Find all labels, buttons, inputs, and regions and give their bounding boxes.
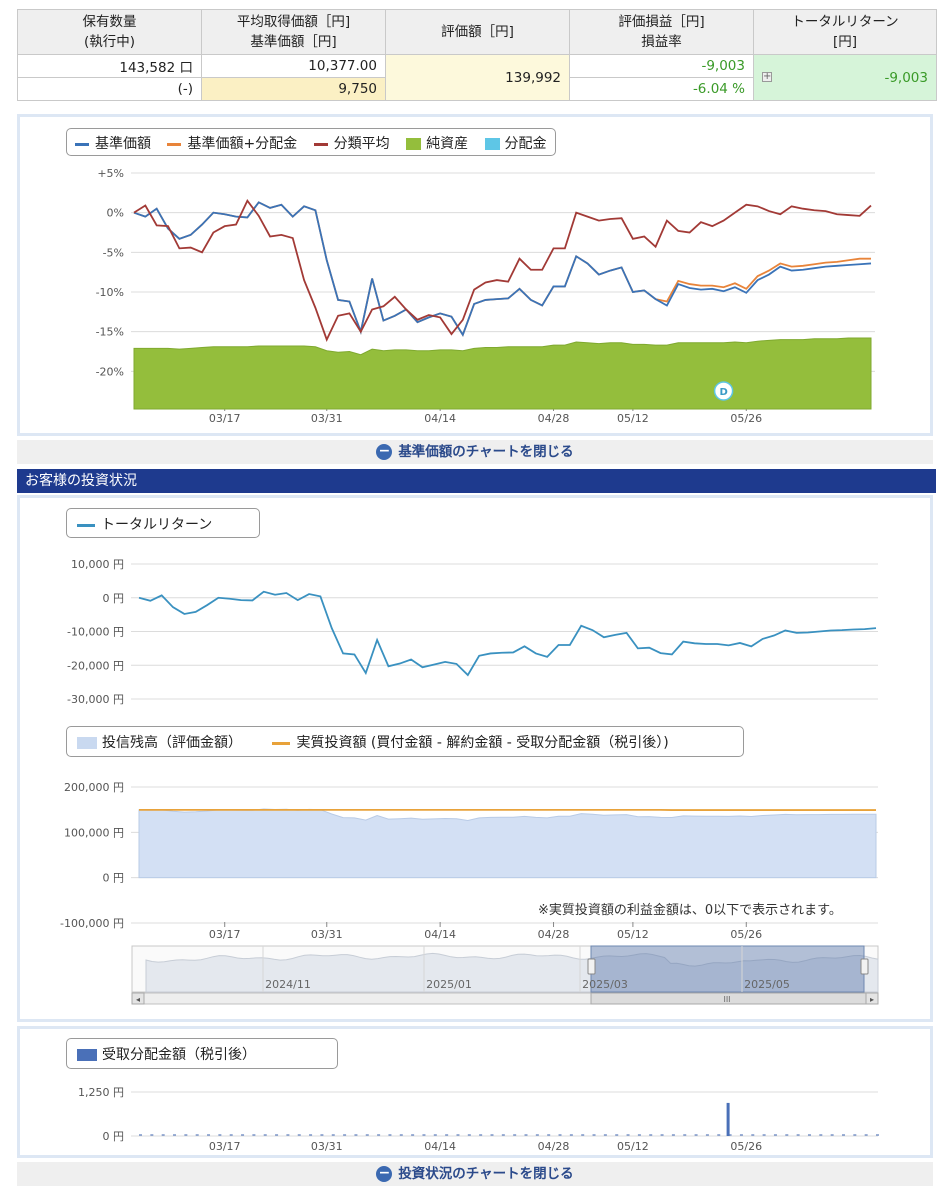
- nav-chart-legend: 基準価額 基準価額+分配金 分類平均 純資産 分配金: [66, 128, 556, 156]
- scroll-right-button[interactable]: [865, 992, 879, 1005]
- header-avg-price: 平均取得価額［円] 基準価額［円]: [201, 9, 386, 55]
- x-tick-label: 03/31: [311, 412, 343, 425]
- legend-item-invested[interactable]: 実質投資額 (買付金額 - 解約金額 - 受取分配金額（税引後）): [272, 732, 669, 752]
- x-tick-label: 04/28: [538, 928, 570, 941]
- x-tick-label: 03/31: [311, 1140, 343, 1153]
- total-return-line: [138, 590, 877, 677]
- x-tick-label: 03/31: [311, 928, 343, 941]
- header-quantity: 保有数量 (執行中): [17, 9, 202, 55]
- balance-legend: 投信残高（評価金額） 実質投資額 (買付金額 - 解約金額 - 受取分配金額（税…: [66, 726, 744, 757]
- x-tick-label: 04/28: [538, 1140, 570, 1153]
- y-tick-label: +5%: [97, 167, 124, 180]
- navigator-tick-label: 2025/03: [582, 978, 628, 991]
- x-tick-label: 05/26: [730, 412, 762, 425]
- net-assets-area: [133, 337, 872, 410]
- y-tick-label: 200,000 円: [64, 781, 124, 794]
- nav-chart: +5% 0% -5% -10% -15% -20% 03/17 03/31 04/14 04/28…: [96, 167, 875, 425]
- dividend-marker-label: D: [719, 387, 727, 398]
- y-tick-label: 100,000 円: [64, 826, 124, 839]
- x-tick-label: 03/17: [209, 1140, 241, 1153]
- x-tick-label: 05/26: [730, 928, 762, 941]
- arrow-right-icon: ▸: [870, 995, 874, 1004]
- pl-rate-value: -6.04 %: [569, 77, 754, 101]
- legend-item-total-return[interactable]: トータルリターン: [77, 514, 212, 534]
- navigator-series: [145, 952, 879, 993]
- close-investment-chart-button[interactable]: − 投資状況のチャートを閉じる: [17, 1162, 933, 1186]
- valuation-value: 139,992: [385, 54, 570, 101]
- x-tick-label: 04/14: [424, 412, 456, 425]
- navigator-tick-label: 2025/05: [744, 978, 790, 991]
- avg-price-value: 10,377.00: [201, 54, 386, 78]
- expand-icon[interactable]: +: [762, 70, 772, 82]
- x-tick-label: 04/14: [424, 928, 456, 941]
- total-return-cell: + -9,003: [753, 54, 937, 101]
- legend-item-net-assets[interactable]: 純資産: [406, 133, 468, 153]
- holding-summary-table: 保有数量 (執行中) 平均取得価額［円] 基準価額［円] 評価額［円] 評価損益［円…: [17, 9, 937, 101]
- total-return-value: -9,003: [884, 69, 928, 86]
- y-tick-label: 1,250 円: [78, 1086, 124, 1099]
- minus-circle-icon: −: [376, 1166, 393, 1182]
- y-tick-label: 10,000 円: [71, 558, 124, 571]
- pl-amount-value: -9,003: [569, 54, 754, 78]
- category-avg-line: [133, 199, 872, 342]
- legend-item-balance[interactable]: 投信残高（評価金額）: [77, 732, 242, 752]
- close-nav-chart-button[interactable]: − 基準価額のチャートを閉じる: [17, 440, 933, 464]
- navigator-tick-label: 2025/01: [426, 978, 472, 991]
- y-tick-label: -5%: [103, 246, 124, 259]
- navigator-handle-right[interactable]: [860, 958, 869, 975]
- header-valuation: 評価額［円]: [385, 9, 570, 55]
- investment-chart-panel: [17, 495, 933, 1022]
- scroll-left-button[interactable]: [131, 992, 145, 1005]
- y-tick-label: 0 円: [103, 1130, 125, 1143]
- y-tick-label: -20,000 円: [67, 659, 124, 672]
- y-tick-label: -20%: [96, 365, 124, 378]
- navigator-tick-label: 2024/11: [265, 978, 311, 991]
- legend-item-nav-plus-dist[interactable]: 基準価額+分配金: [167, 133, 297, 153]
- minus-circle-icon: −: [376, 444, 393, 460]
- navigator-selection: [590, 945, 865, 993]
- nav-line: [133, 201, 872, 337]
- x-tick-label: 03/17: [209, 412, 241, 425]
- x-tick-label: 05/26: [730, 1140, 762, 1153]
- y-tick-label: -10%: [96, 286, 124, 299]
- total-return-legend: トータルリターン: [66, 508, 260, 538]
- invested-note: ※実質投資額の利益金額は、0以下で表示されます。: [538, 903, 842, 918]
- legend-item-nav[interactable]: 基準価額: [75, 133, 151, 153]
- quantity-value: 143,582 口: [17, 54, 202, 78]
- x-tick-label: 04/28: [538, 412, 570, 425]
- nav-plus-dist-line: [133, 201, 871, 337]
- header-total-return: トータルリターン [円]: [753, 9, 937, 55]
- y-tick-label: -30,000 円: [67, 693, 124, 706]
- navigator-handle-left[interactable]: [587, 958, 596, 975]
- distribution-bar: [726, 1102, 730, 1136]
- pending-value: (-): [17, 77, 202, 101]
- legend-item-category-avg[interactable]: 分類平均: [313, 133, 390, 153]
- y-tick-label: 0%: [107, 207, 124, 220]
- section-header-investment-status: お客様の投資状況: [17, 469, 936, 493]
- nav-value: 9,750: [201, 77, 386, 101]
- y-tick-label: -10,000 円: [67, 626, 124, 639]
- x-tick-label: 05/12: [617, 412, 649, 425]
- y-tick-label: 0 円: [103, 872, 125, 885]
- x-tick-label: 05/12: [617, 928, 649, 941]
- total-return-chart: 10,000 円 0 円 -10,000 円 -20,000 円 -30,000 円: [67, 558, 878, 706]
- distribution-legend: 受取分配金額（税引後）: [66, 1038, 338, 1069]
- header-profit-loss: 評価損益［円] 損益率: [569, 9, 754, 55]
- legend-item-distribution[interactable]: 分配金: [484, 133, 547, 153]
- x-tick-label: 04/14: [424, 1140, 456, 1153]
- scrollbar-grip-icon: III: [723, 995, 730, 1004]
- legend-item-dist-amount[interactable]: 受取分配金額（税引後）: [77, 1044, 256, 1064]
- balance-area: [138, 808, 877, 879]
- y-tick-label: -15%: [96, 326, 124, 339]
- arrow-left-icon: ◂: [136, 995, 140, 1004]
- distribution-chart: 1,250 円 0 円 03/17 03/31 04/14 04/28 05/12 05/26: [78, 1086, 879, 1153]
- x-tick-label: 03/17: [209, 928, 241, 941]
- x-tick-label: 05/12: [617, 1140, 649, 1153]
- balance-chart: 200,000 円 100,000 円 0 円 -100,000 円 03/17 03/3…: [60, 781, 879, 1005]
- y-tick-label: 0 円: [103, 592, 125, 605]
- y-tick-label: -100,000 円: [60, 917, 124, 930]
- dividend-marker: [713, 381, 734, 401]
